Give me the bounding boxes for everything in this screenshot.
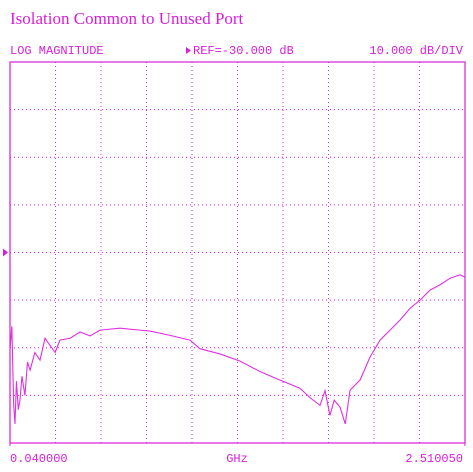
- ref-marker: [3, 248, 8, 257]
- x-tick-label: 0.040000: [10, 452, 68, 466]
- ref-arrow: [186, 47, 191, 54]
- format-label: LOG MAGNITUDE: [10, 44, 104, 58]
- chart-title: Isolation Common to Unused Port: [10, 9, 244, 28]
- x-tick-label: 2.510050: [405, 452, 463, 466]
- x-axis-label: GHz: [226, 452, 248, 466]
- trace: [9, 274, 466, 425]
- ref-label: REF=-30.000 dB: [193, 44, 294, 58]
- scale-label: 10.000 dB/DIV: [369, 44, 463, 58]
